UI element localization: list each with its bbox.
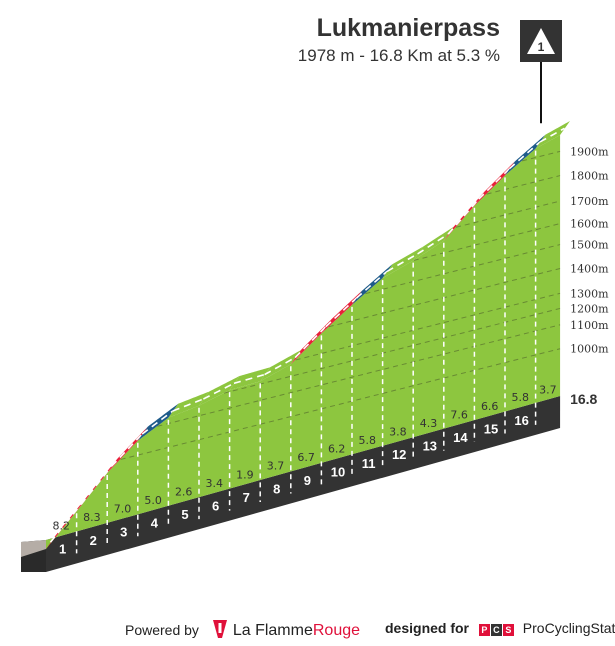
gridline [157, 324, 561, 427]
km-label: 14 [453, 430, 468, 445]
gradient-label: 2.6 [175, 485, 193, 498]
km-label: 13 [423, 439, 437, 454]
gradient-label: 8.2 [53, 520, 71, 533]
road-centerline [386, 253, 418, 273]
road-centerline [325, 297, 357, 328]
road-centerline [417, 233, 449, 255]
climb-title: Lukmanierpass [316, 14, 500, 42]
gradient-label: 4.3 [420, 417, 438, 430]
gradient-label: 7.0 [114, 503, 132, 516]
km-label: 15 [484, 421, 498, 436]
elevation-tick-label: 1400m [570, 262, 609, 275]
km-label: 8 [273, 481, 280, 496]
road-centerline [111, 433, 143, 467]
km-label: 10 [331, 464, 345, 479]
road-centerline [508, 141, 541, 170]
road-centerline [233, 373, 265, 385]
road-centerline [294, 326, 327, 359]
gradient-segment [505, 134, 546, 176]
summit-marker: 1 [520, 20, 562, 124]
powered-by-credit: Powered by La FlammeRouge [125, 620, 360, 640]
gridline [295, 292, 561, 361]
brand-rouge: Rouge [312, 622, 361, 639]
pcs-brand: ProCyclingStats [522, 620, 615, 636]
distance-base [46, 396, 561, 572]
profile-base [21, 396, 561, 572]
mountain-icon [527, 28, 555, 54]
gradient-segment [137, 403, 179, 441]
km-label: 2 [90, 533, 97, 548]
road-centerline [539, 127, 565, 143]
km-label: 7 [243, 490, 250, 505]
la-flamme-rouge-logo-icon [212, 620, 227, 638]
pcs-letter-c: C [490, 624, 502, 636]
km-label: 4 [151, 516, 159, 531]
km-label: 16 [514, 413, 528, 428]
gradient-label: 7.6 [450, 408, 468, 421]
elevation-tick-label: 1100m [570, 319, 609, 332]
road-centerline [203, 382, 235, 400]
la-flamme-rouge-brand: La FlammeRouge [233, 622, 360, 639]
gradient-label: 6.2 [328, 443, 346, 456]
km-label: 6 [212, 499, 219, 514]
km-label: 11 [362, 456, 376, 471]
profile-side-face [21, 540, 46, 557]
km-dividers [75, 150, 537, 554]
elevation-tick-label: 1200m [570, 302, 609, 315]
km-label: 12 [392, 447, 406, 462]
gradient-road-band [46, 120, 570, 549]
road-centerline [447, 198, 480, 235]
elevation-tick-label: 1300m [570, 287, 609, 300]
gradient-label: 6.7 [297, 451, 315, 464]
gradient-labels: 8.2 8.3 7.0 5.0 2.6 3.4 1.9 3.7 6.7 6.2 5.8 3.8 4.3 7… [53, 383, 557, 532]
gridline [223, 307, 561, 394]
km-label: 5 [181, 507, 188, 522]
total-distance-label: 16.8 [570, 391, 597, 407]
pcs-letter-p: P [478, 624, 490, 636]
elevation-tick-labels: 1000m 1100m 1200m 1300m 1400m 1500m 1600m 1700m… [570, 145, 609, 355]
gradient-label: 3.7 [267, 460, 285, 473]
elevation-tick-label: 1800m [570, 170, 609, 183]
elevation-tick-label: 1600m [570, 218, 609, 231]
designed-for-label: designed for [385, 620, 470, 636]
elevation-tick-label: 1500m [570, 239, 609, 252]
gradient-label: 3.4 [206, 477, 224, 490]
gridline [413, 223, 561, 261]
climb-subtitle: 1978 m - 16.8 Km at 5.3 % [297, 46, 500, 65]
gradient-label: 6.6 [481, 400, 499, 413]
gridline [365, 244, 561, 295]
pcs-letter-s: S [502, 624, 514, 636]
category-number: 1 [538, 40, 545, 54]
gradient-label: 8.3 [83, 511, 101, 524]
gradient-label: 3.8 [389, 425, 407, 438]
powered-by-label: Powered by [125, 622, 199, 638]
gradient-segment [352, 264, 393, 305]
road-centerline [355, 270, 388, 299]
gradient-label: 5.8 [359, 434, 377, 447]
elevation-tick-label: 1900m [570, 145, 609, 158]
gradient-label: 1.9 [236, 468, 254, 481]
gridline [522, 150, 561, 162]
km-label: 9 [304, 473, 311, 488]
elevation-gridlines [120, 150, 561, 460]
gradient-label: 3.7 [539, 383, 557, 396]
brand-la-flamme: La Flamme [232, 622, 313, 639]
road-centerline [80, 465, 113, 505]
road-centerline [172, 398, 204, 412]
road-centerline [141, 410, 174, 435]
elevation-tick-label: 1000m [570, 343, 609, 356]
gradient-label: 5.0 [144, 494, 162, 507]
km-label: 3 [120, 524, 127, 539]
road-centerline [264, 356, 296, 376]
gridline [120, 348, 561, 460]
gridline [486, 175, 561, 195]
km-label: 1 [59, 541, 66, 556]
gradient-label: 5.8 [512, 391, 530, 404]
elevation-tick-label: 1700m [570, 195, 609, 208]
road-centerline [49, 503, 82, 543]
